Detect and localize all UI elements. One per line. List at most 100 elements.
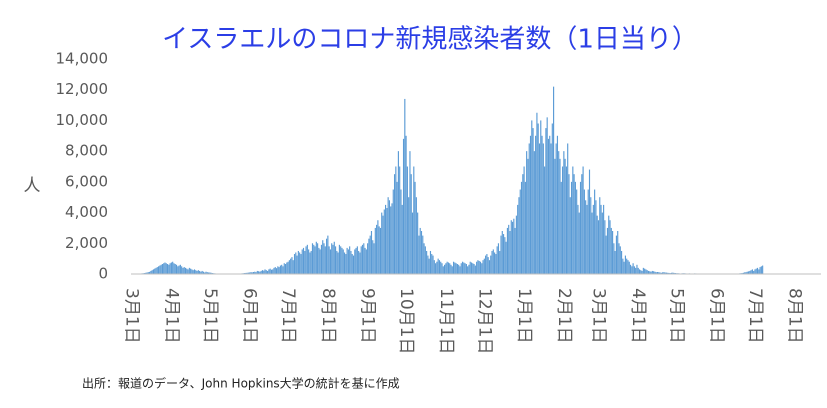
bar <box>606 227 609 274</box>
bar <box>491 250 493 274</box>
bar <box>301 249 303 274</box>
bar <box>542 143 544 274</box>
bar <box>653 271 655 274</box>
bar <box>549 135 551 274</box>
bar <box>662 272 664 274</box>
bar <box>628 261 630 274</box>
bar <box>749 270 751 274</box>
bar <box>472 263 474 274</box>
bar <box>200 271 202 274</box>
bar <box>146 272 148 274</box>
bar <box>464 263 466 274</box>
bar <box>640 270 642 274</box>
bar <box>753 270 755 274</box>
bar <box>161 264 163 274</box>
bar <box>641 270 643 274</box>
bar <box>579 181 582 274</box>
bar <box>377 220 379 274</box>
bar <box>263 270 265 274</box>
bar <box>750 270 752 274</box>
bar <box>478 260 480 274</box>
bar <box>603 204 605 274</box>
bar <box>413 166 415 274</box>
bar <box>633 266 635 274</box>
bar <box>249 272 251 274</box>
bar <box>649 271 651 274</box>
bar <box>483 258 485 274</box>
bar <box>168 264 170 274</box>
bar <box>183 267 185 274</box>
bar <box>254 271 256 274</box>
bar <box>540 120 542 274</box>
bar <box>258 271 260 274</box>
bar <box>545 128 547 274</box>
bar <box>617 231 619 274</box>
bar <box>152 269 155 274</box>
bar <box>468 264 470 274</box>
bar <box>467 266 469 274</box>
bar <box>437 258 439 274</box>
bar <box>514 227 516 274</box>
bar <box>256 270 258 274</box>
x-tick-label: 3月1日 <box>588 288 608 344</box>
bar <box>201 270 203 274</box>
bar <box>587 189 589 274</box>
bar <box>647 270 650 274</box>
bar <box>667 272 669 274</box>
bar <box>272 269 274 274</box>
bar <box>481 263 483 274</box>
bar <box>762 265 764 274</box>
bar <box>522 174 524 274</box>
bar <box>397 151 399 274</box>
bar <box>532 128 534 274</box>
bar <box>502 234 505 274</box>
y-tick-label: 4,000 <box>65 203 108 221</box>
bar <box>364 247 366 274</box>
bar <box>610 227 612 274</box>
bar <box>458 264 460 274</box>
bar <box>758 269 760 274</box>
bar <box>163 263 165 274</box>
bar <box>526 151 528 274</box>
bar <box>347 249 349 274</box>
bar <box>622 258 624 274</box>
bar <box>581 174 583 274</box>
bar <box>645 269 647 274</box>
bar <box>528 143 530 274</box>
bar <box>454 262 456 274</box>
bar <box>560 181 562 274</box>
bar <box>320 244 323 274</box>
bar <box>656 272 659 274</box>
bar <box>340 246 342 274</box>
bar <box>315 241 317 274</box>
bar <box>209 272 211 274</box>
bar <box>354 249 356 274</box>
bar <box>288 260 290 274</box>
bar <box>379 227 382 274</box>
bar <box>658 272 660 274</box>
x-tick-label: 3月1日 <box>122 288 142 344</box>
bar <box>174 264 176 274</box>
bar <box>451 266 453 274</box>
bar <box>665 272 668 274</box>
bar <box>313 244 315 274</box>
x-tick-label: 7月1日 <box>745 288 765 344</box>
bar <box>363 243 365 274</box>
bar <box>428 258 430 274</box>
bar <box>196 270 198 274</box>
bar <box>259 271 261 274</box>
bar <box>429 250 432 274</box>
bar <box>592 204 594 274</box>
bar <box>537 123 539 274</box>
bar <box>193 269 196 274</box>
bar <box>361 244 364 274</box>
bar <box>659 272 661 274</box>
bar <box>559 158 561 274</box>
bar <box>461 261 464 274</box>
bar <box>392 189 394 274</box>
bar <box>760 266 762 274</box>
bar <box>324 246 326 274</box>
bar <box>356 246 358 274</box>
bar <box>577 204 579 274</box>
bar <box>332 244 334 274</box>
